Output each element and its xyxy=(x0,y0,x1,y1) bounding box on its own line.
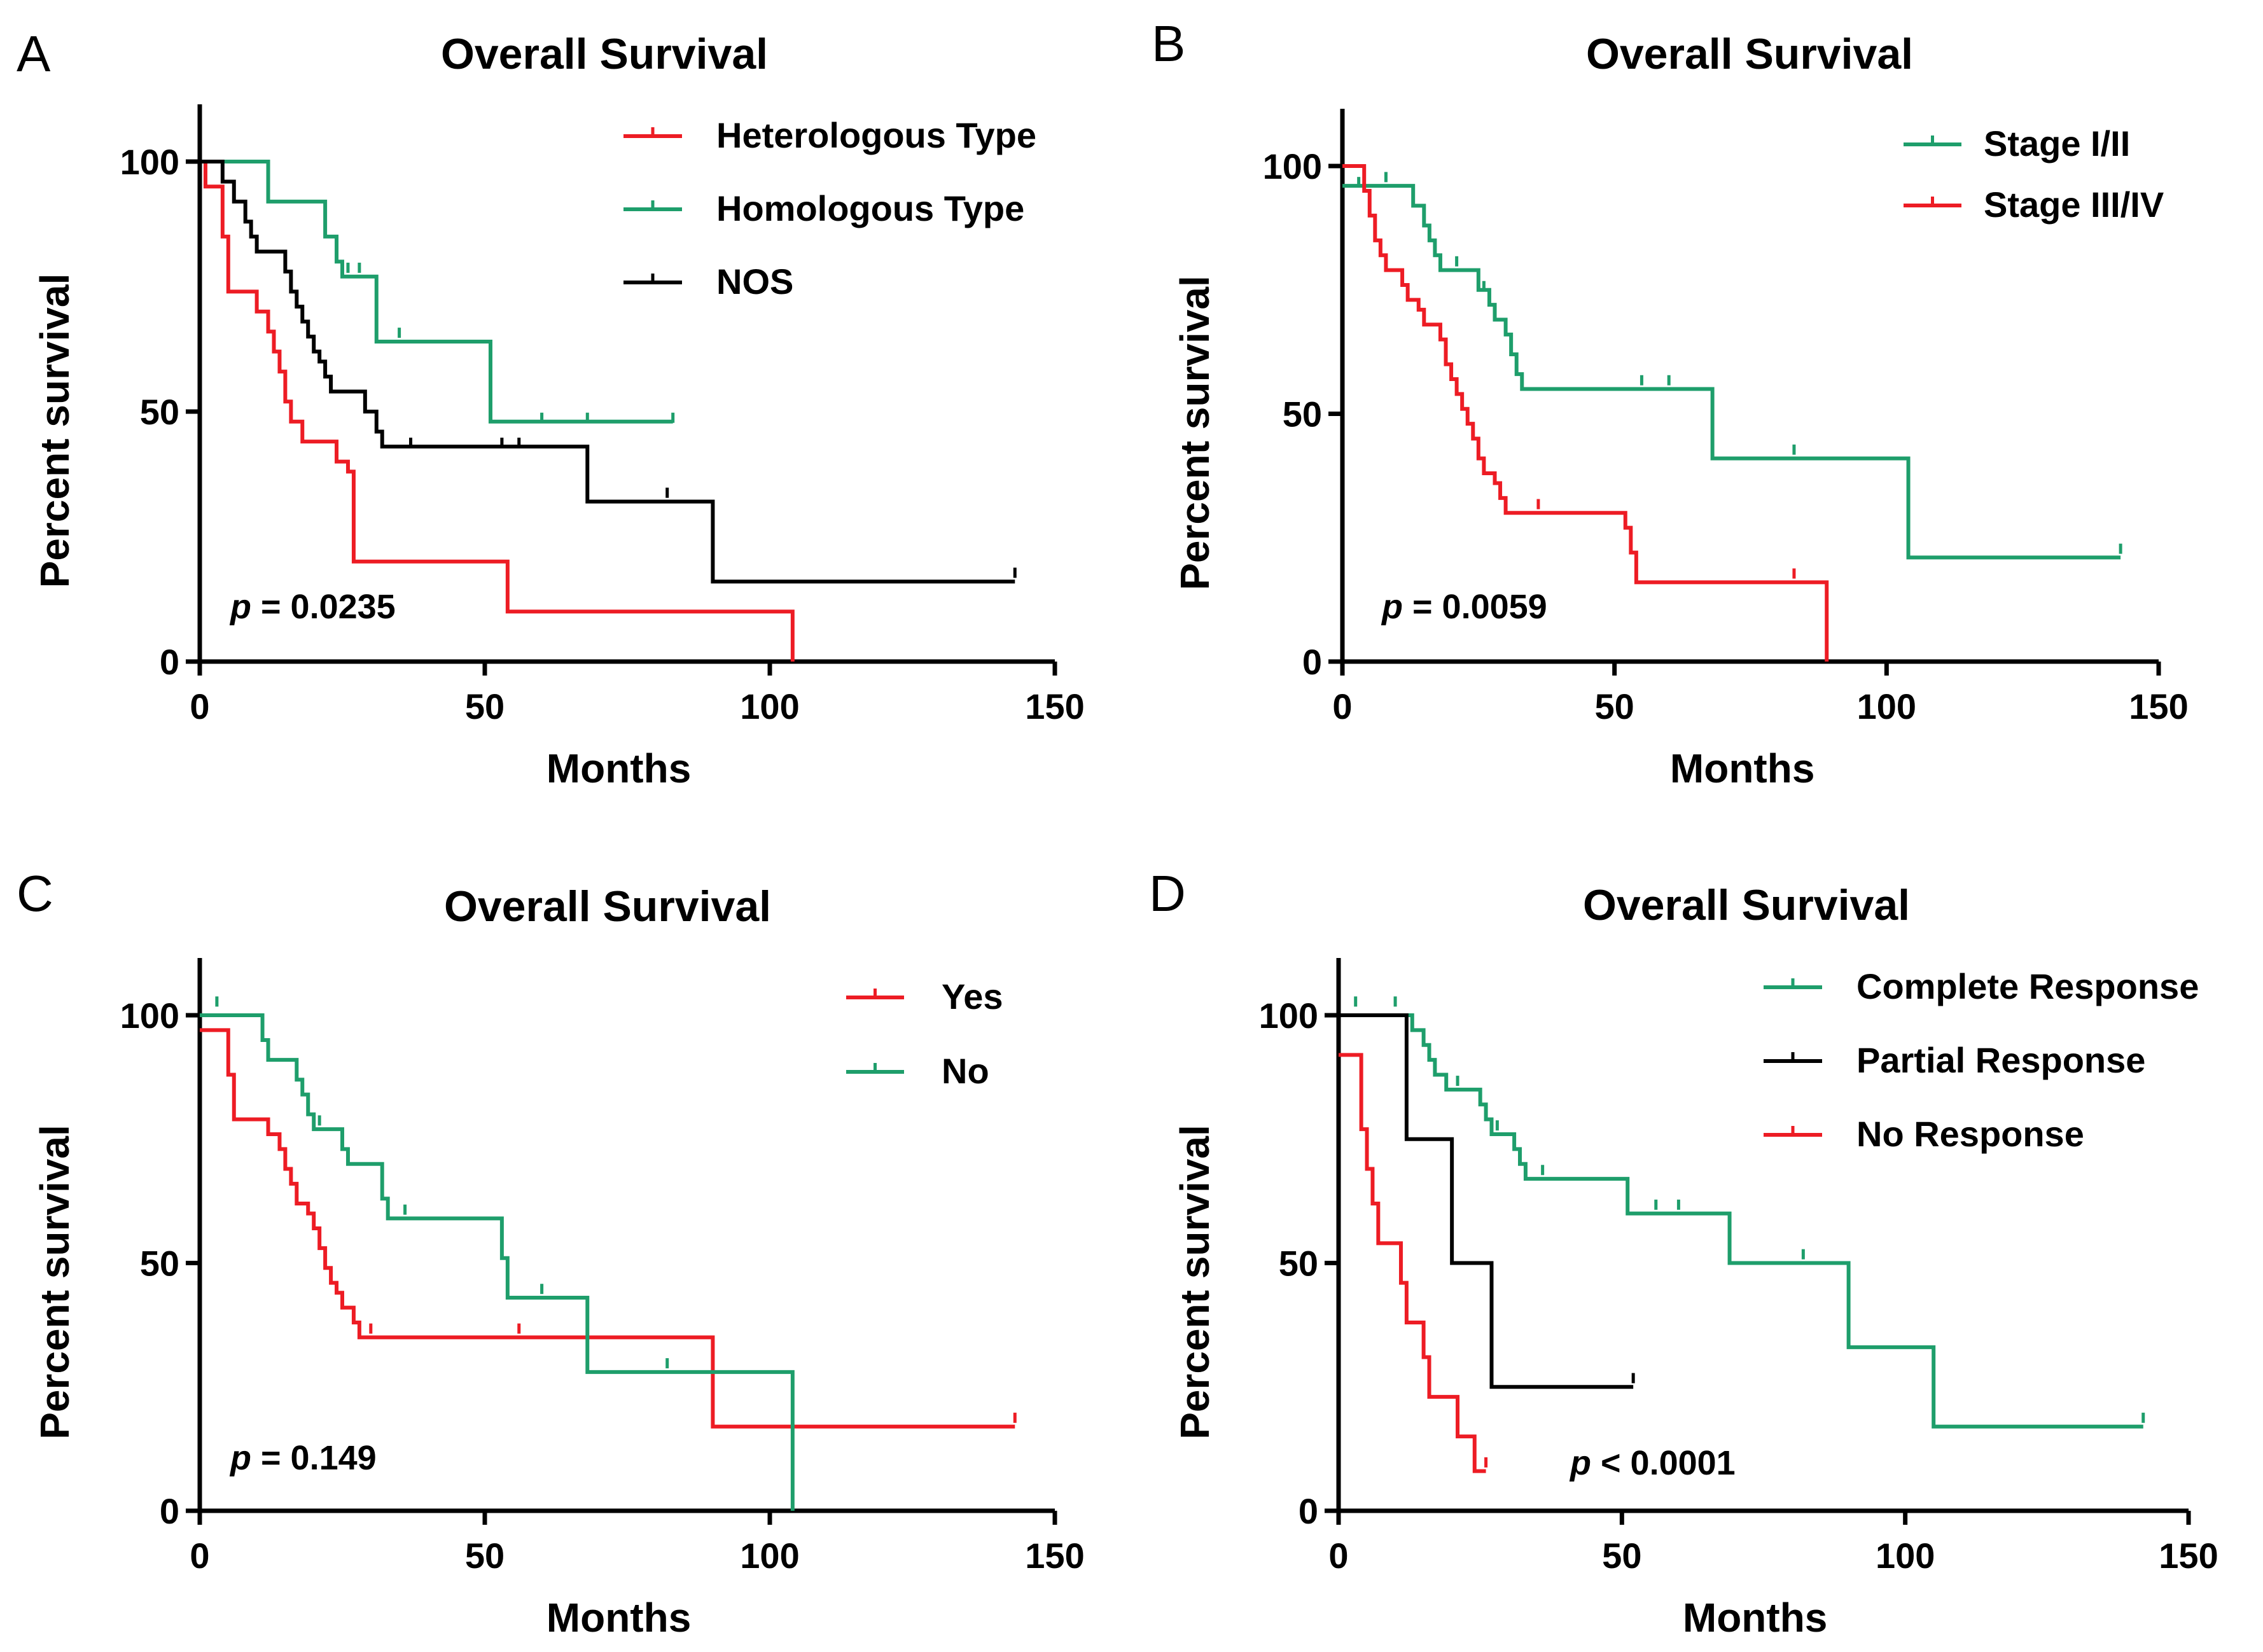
survival-curve xyxy=(200,160,795,662)
x-tick-label: 150 xyxy=(1025,1536,1084,1576)
x-axis-label: Months xyxy=(1683,1595,1828,1641)
y-tick-label: 0 xyxy=(160,642,179,682)
y-tick-label: 0 xyxy=(1299,1491,1318,1531)
survival-curve xyxy=(1342,184,2121,560)
x-axis-label: Months xyxy=(1670,746,1815,791)
y-tick-label: 100 xyxy=(1259,996,1318,1036)
survival-curve xyxy=(1339,1053,1486,1473)
panel-label: D xyxy=(1149,865,1186,922)
panel-d: D Overall Survival 0 50 100 150 0 50 100 Months Pe… xyxy=(1149,865,2218,1641)
x-tick-label: 50 xyxy=(465,1536,505,1576)
survival-curve xyxy=(1342,164,1829,662)
legend-label: Partial Response xyxy=(1856,1040,2145,1080)
legend-label: No Response xyxy=(1856,1114,2084,1154)
legend-label: Complete Response xyxy=(1856,966,2199,1006)
y-axis-label: Percent survival xyxy=(1172,275,1218,590)
chart-title: Overall Survival xyxy=(1583,881,1910,929)
y-tick-label: 0 xyxy=(1302,642,1322,682)
panel-label: A xyxy=(17,25,51,82)
x-tick-label: 0 xyxy=(190,1536,209,1576)
legend-label: NOS xyxy=(716,261,793,302)
x-tick-label: 100 xyxy=(1857,686,1916,726)
x-tick-label: 100 xyxy=(740,1536,799,1576)
p-value: p = 0.0235 xyxy=(229,588,396,626)
x-axis-label: Months xyxy=(547,746,692,791)
y-tick-label: 100 xyxy=(1263,146,1322,186)
x-tick-label: 0 xyxy=(190,686,209,726)
panel-label: C xyxy=(17,865,53,922)
chart-title: Overall Survival xyxy=(441,30,768,78)
x-axis-label: Months xyxy=(547,1595,692,1641)
y-tick-label: 0 xyxy=(160,1491,179,1531)
x-tick-label: 150 xyxy=(2159,1536,2218,1576)
legend-label: Yes xyxy=(942,976,1003,1017)
survival-curve xyxy=(200,1013,795,1511)
chart-title: Overall Survival xyxy=(444,882,771,931)
legend-label: Stage III/IV xyxy=(1984,184,2164,225)
y-tick-label: 50 xyxy=(140,392,179,432)
y-axis-label: Percent survival xyxy=(32,1125,78,1440)
y-tick-label: 100 xyxy=(120,142,179,182)
x-tick-label: 50 xyxy=(1602,1536,1641,1576)
survival-curve xyxy=(200,160,673,424)
y-tick-label: 100 xyxy=(120,996,179,1036)
p-value: p = 0.149 xyxy=(229,1439,377,1477)
y-tick-label: 50 xyxy=(1283,394,1322,434)
y-tick-label: 50 xyxy=(1279,1244,1318,1284)
survival-curve xyxy=(1339,1013,1634,1389)
panel-c: C Overall Survival 0 50 100 150 0 50 100 Months Pe… xyxy=(17,865,1085,1641)
p-value: p < 0.0001 xyxy=(1569,1444,1736,1482)
survival-curve xyxy=(1339,1013,2143,1429)
y-axis-label: Percent survival xyxy=(1172,1125,1218,1440)
x-tick-label: 50 xyxy=(1595,686,1634,726)
survival-curve xyxy=(200,1028,1015,1429)
panel-label: B xyxy=(1152,15,1185,72)
survival-curve xyxy=(200,160,1015,584)
p-value: p = 0.0059 xyxy=(1381,588,1547,626)
y-axis-label: Percent survival xyxy=(32,274,78,588)
legend-label: Stage I/II xyxy=(1984,123,2130,163)
x-tick-label: 150 xyxy=(2129,686,2188,726)
panel-b: B Overall Survival 0 50 100 150 0 50 100 Months Pe… xyxy=(1152,15,2189,791)
x-tick-label: 0 xyxy=(1332,686,1352,726)
legend-label: Homologous Type xyxy=(716,188,1024,228)
panel-a: A Overall Survival 0 50 100 150 0 50 100 Months Pe… xyxy=(17,25,1085,791)
legend-label: No xyxy=(942,1051,989,1091)
y-tick-label: 50 xyxy=(140,1244,179,1284)
chart-title: Overall Survival xyxy=(1586,30,1913,78)
x-tick-label: 100 xyxy=(740,686,799,726)
legend-label: Heterologous Type xyxy=(716,115,1036,155)
x-tick-label: 50 xyxy=(465,686,505,726)
x-tick-label: 100 xyxy=(1876,1536,1935,1576)
x-tick-label: 0 xyxy=(1328,1536,1348,1576)
x-tick-label: 150 xyxy=(1025,686,1084,726)
